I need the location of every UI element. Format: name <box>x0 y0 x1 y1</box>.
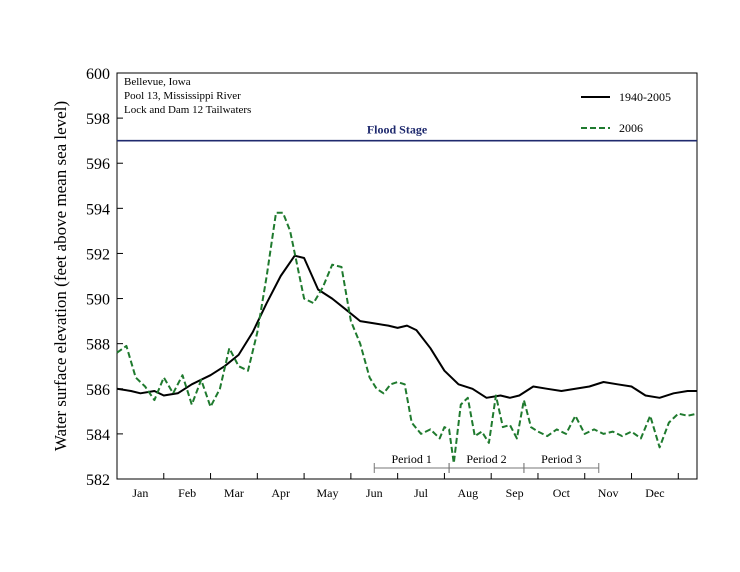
y-tick-label: 592 <box>86 246 110 263</box>
x-tick-label: Mar <box>224 486 244 500</box>
x-tick-label: Jul <box>414 486 429 500</box>
legend: 1940-2005 2006 <box>581 90 671 135</box>
note-line-1: Bellevue, Iowa <box>124 76 191 88</box>
flood-stage-label: Flood Stage <box>367 123 428 137</box>
y-tick-label: 582 <box>86 472 110 489</box>
x-tick-label: Apr <box>271 486 290 500</box>
y-axis-label: Water surface elevation (feet above mean… <box>51 101 70 451</box>
note-line-2: Pool 13, Mississippi River <box>124 90 241 102</box>
y-tick-label: 598 <box>86 111 110 128</box>
period-label: Period 1 <box>392 452 432 466</box>
x-tick-label: Sep <box>506 486 524 500</box>
x-tick-label: Jun <box>366 486 383 500</box>
x-tick-label: Feb <box>178 486 196 500</box>
x-tick-label: Nov <box>598 486 619 500</box>
plot-area <box>116 72 698 480</box>
y-tick-label: 596 <box>86 156 110 173</box>
legend-label-1940-2005: 1940-2005 <box>619 90 671 104</box>
x-tick-label: Jan <box>132 486 148 500</box>
series-line-2006 <box>116 211 698 465</box>
y-tick-label: 584 <box>86 427 110 444</box>
x-axis: Jan Feb Mar Apr May Jun Jul Aug Sep Oct Nov Dec <box>116 473 679 500</box>
x-tick-label: Dec <box>645 486 664 500</box>
period-label: Period 3 <box>541 452 581 466</box>
series-line-1940-2005 <box>116 254 697 399</box>
y-tick-label: 590 <box>86 292 110 309</box>
x-tick-label: Aug <box>457 486 478 500</box>
y-tick-label: 588 <box>86 337 110 354</box>
x-tick-label: Oct <box>553 486 571 500</box>
series-group <box>116 211 698 465</box>
y-axis: 582 584 586 588 590 592 594 596 598 600 <box>86 66 123 489</box>
x-tick-label: May <box>316 486 338 500</box>
period-label: Period 2 <box>466 452 506 466</box>
y-tick-label: 586 <box>86 382 110 399</box>
y-tick-label: 594 <box>86 201 110 218</box>
period-brackets: Period 1 Period 2 Period 3 <box>373 452 600 473</box>
legend-label-2006: 2006 <box>619 121 643 135</box>
y-tick-label: 600 <box>86 66 110 83</box>
plot-frame <box>116 72 698 480</box>
note-line-3: Lock and Dam 12 Tailwaters <box>124 104 251 116</box>
